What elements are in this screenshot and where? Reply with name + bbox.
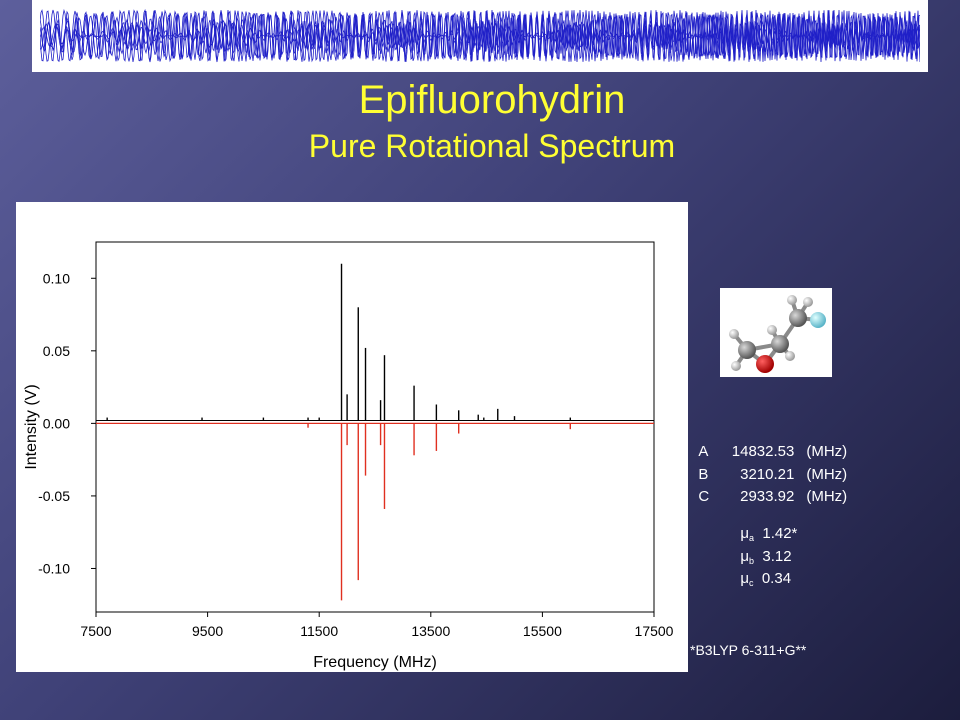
constant-unit: (MHz): [806, 466, 848, 483]
dipole-moment-b: μb 3.12: [732, 527, 792, 571]
y-tick-label: -0.05: [38, 488, 70, 504]
rotational-constant-c: C 2933.92 (MHz): [690, 467, 847, 507]
y-tick-label: 0.10: [43, 270, 70, 286]
spectrum-chart: 7500 9500 11500 13500 15500 17500 0.10 0.05 0.00…: [23, 241, 674, 671]
plot-frame: [95, 241, 655, 613]
molecule-panel: [720, 288, 832, 377]
banner-panel: [32, 0, 928, 72]
page-title: Epifluorohydrin: [358, 78, 626, 122]
dipole-moment-c: μc 0.34: [732, 549, 791, 593]
ball-and-stick-molecule-icon: [729, 295, 826, 373]
x-tick-label: 17500: [635, 623, 674, 639]
x-axis-title: Frequency (MHz): [313, 654, 437, 671]
spectrum-chart-panel: 7500 9500 11500 13500 15500 17500 0.10 0.05 0.00…: [16, 202, 688, 672]
constant-value: 14832.53: [731, 443, 795, 460]
y-tick-label: 0.05: [43, 343, 70, 359]
y-axis-title: Intensity (V): [23, 384, 40, 469]
constant-label: B: [698, 466, 709, 483]
dipole-subscript: b: [749, 556, 755, 566]
constant-label: A: [698, 443, 709, 460]
footnote: *B3LYP 6-311+G**: [690, 642, 807, 658]
dipole-subscript: a: [749, 533, 755, 543]
dipole-symbol: μ: [740, 525, 749, 542]
dipole-value: 1.42*: [762, 525, 798, 542]
y-tick-label: -0.10: [38, 560, 70, 576]
dipole-value: 0.34: [761, 570, 792, 587]
dipole-symbol: μ: [740, 570, 749, 587]
constant-label: C: [698, 488, 710, 505]
rotational-constant-a: A 14832.53 (MHz): [690, 422, 847, 462]
dipole-value: 3.12: [762, 548, 792, 565]
x-tick-label: 11500: [300, 623, 338, 639]
x-tick-label: 13500: [411, 623, 450, 639]
constant-unit: (MHz): [806, 488, 848, 505]
dipole-moment-a: μa 1.42*: [732, 504, 797, 548]
dipole-symbol: μ: [740, 548, 749, 565]
constant-value: 2933.92: [740, 488, 795, 505]
page-subtitle: Pure Rotational Spectrum: [308, 128, 676, 164]
constant-value: 3210.21: [740, 466, 795, 483]
rotational-constant-b: B 3210.21 (MHz): [690, 445, 847, 485]
x-tick-label: 9500: [192, 623, 223, 639]
x-tick-label: 15500: [523, 623, 562, 639]
constant-unit: (MHz): [806, 443, 848, 460]
banner-wave-line: [40, 8, 920, 63]
interference-wave-pattern-icon: [40, 8, 920, 63]
x-tick-label: 7500: [80, 623, 111, 639]
y-tick-label: 0.00: [43, 415, 70, 431]
dipole-subscript: c: [749, 578, 754, 588]
